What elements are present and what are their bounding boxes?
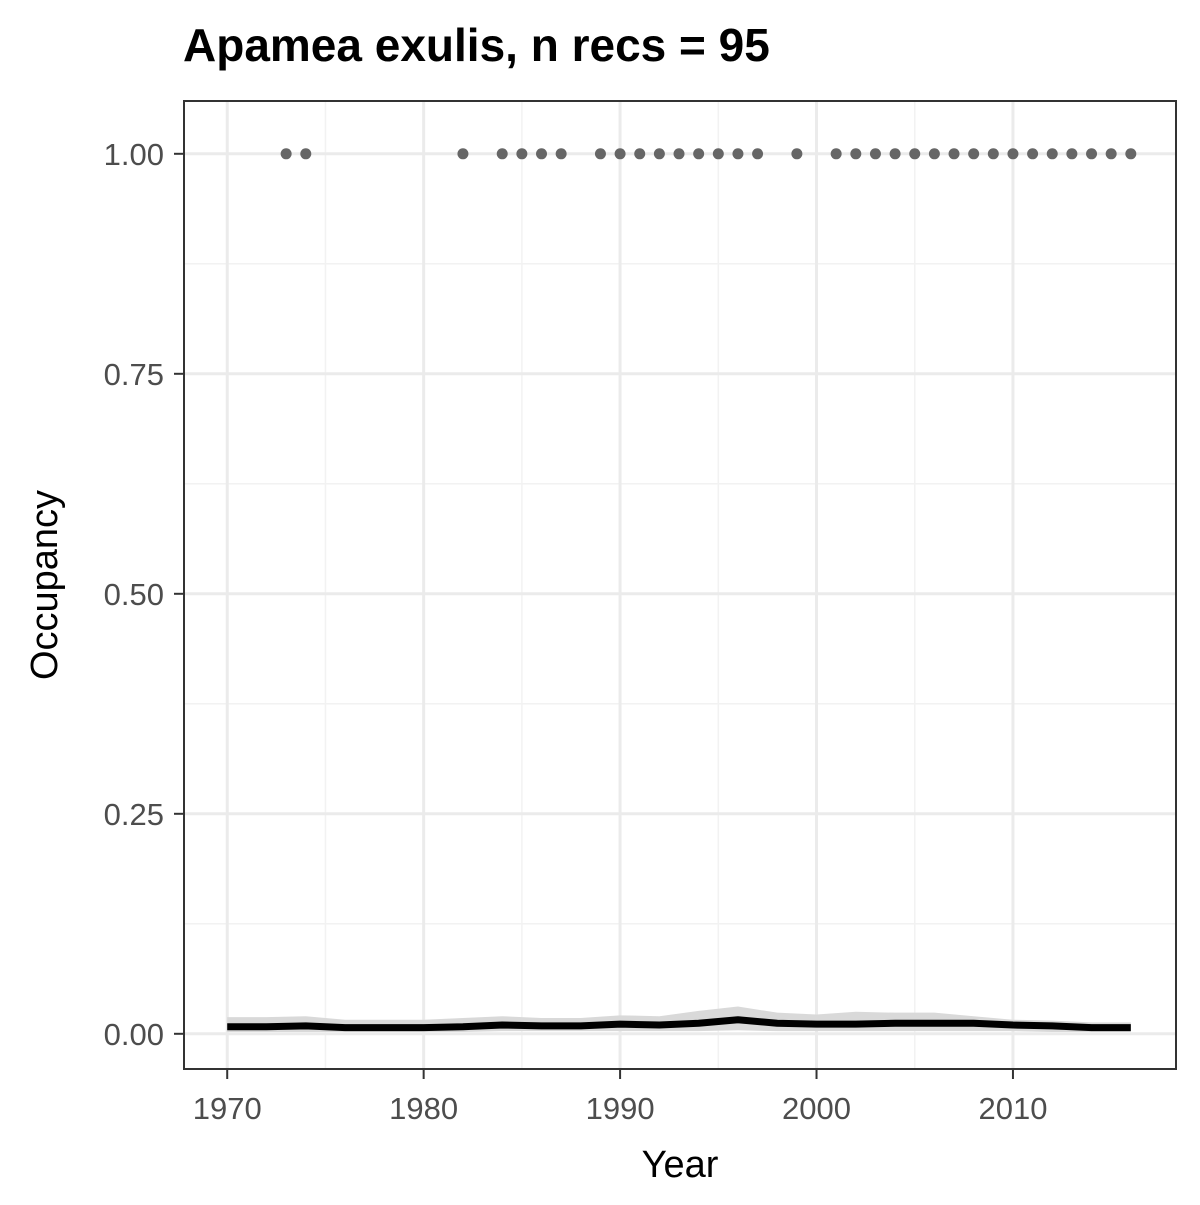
data-point — [1125, 148, 1137, 160]
y-tick-label: 0.00 — [104, 1017, 164, 1052]
data-point — [732, 148, 744, 160]
y-tick-label: 0.75 — [104, 357, 164, 392]
data-point — [712, 148, 724, 160]
data-point — [850, 148, 862, 160]
data-point — [300, 148, 312, 160]
data-point — [653, 148, 665, 160]
data-point — [614, 148, 626, 160]
x-tick-label: 1970 — [193, 1091, 262, 1126]
axis-layer: 1970 1980 1990 2000 2010 0.00 0.25 0.50 0.75 1.00 — [104, 137, 1048, 1126]
x-tick-label: 1980 — [389, 1091, 458, 1126]
data-point — [909, 148, 921, 160]
panel-border — [183, 100, 1177, 1070]
data-point — [889, 148, 901, 160]
data-point — [536, 148, 548, 160]
grid-layer — [184, 101, 1176, 1069]
data-point — [1086, 148, 1098, 160]
data-point — [928, 148, 940, 160]
data-point — [1046, 148, 1058, 160]
point-layer — [280, 148, 1137, 160]
data-point — [496, 148, 508, 160]
data-point — [1027, 148, 1039, 160]
x-tick-label: 2010 — [978, 1091, 1047, 1126]
x-tick-label: 1990 — [586, 1091, 655, 1126]
chart-title: Apamea exulis, n recs = 95 — [183, 19, 770, 71]
data-point — [634, 148, 646, 160]
data-point — [693, 148, 705, 160]
data-point — [673, 148, 685, 160]
data-point — [594, 148, 606, 160]
y-tick-label: 1.00 — [104, 137, 164, 172]
data-point — [987, 148, 999, 160]
occupancy-trend-line — [227, 1016, 1131, 1032]
y-tick-label: 0.25 — [104, 797, 164, 832]
data-point — [516, 148, 528, 160]
data-point — [555, 148, 567, 160]
y-axis-title: Occupancy — [24, 490, 66, 680]
data-point — [457, 148, 469, 160]
data-point — [830, 148, 842, 160]
data-point — [280, 148, 292, 160]
data-point — [1066, 148, 1078, 160]
line-layer — [227, 1016, 1131, 1032]
data-point — [869, 148, 881, 160]
data-point — [1007, 148, 1019, 160]
data-point — [752, 148, 764, 160]
x-axis-title: Year — [642, 1144, 719, 1186]
data-point — [968, 148, 980, 160]
data-point — [948, 148, 960, 160]
data-point — [1105, 148, 1117, 160]
data-point — [791, 148, 803, 160]
y-tick-label: 0.50 — [104, 577, 164, 612]
x-tick-label: 2000 — [782, 1091, 851, 1126]
